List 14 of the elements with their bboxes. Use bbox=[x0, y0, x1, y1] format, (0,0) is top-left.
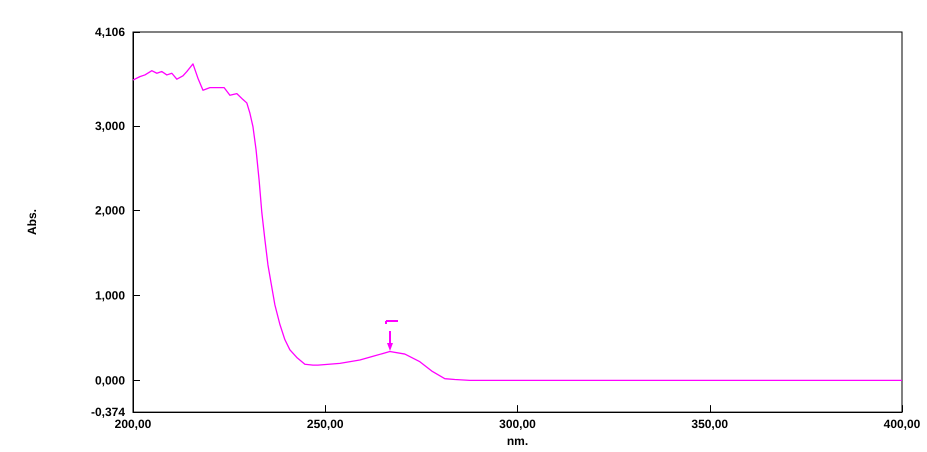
x-tick-label: 300,00 bbox=[499, 417, 536, 432]
x-tick-label: 200,00 bbox=[114, 417, 152, 432]
y-axis-title: Abs. bbox=[25, 209, 39, 236]
y-tick-label: 0,000 bbox=[94, 373, 126, 388]
x-axis-title: nm. bbox=[506, 434, 528, 448]
x-tick-label: 350,00 bbox=[691, 417, 728, 432]
line-series bbox=[132, 63, 903, 382]
y-tick-label: 4,106 bbox=[94, 25, 126, 39]
x-tick-label: 400,00 bbox=[884, 417, 921, 432]
y-tick-label: 2,000 bbox=[94, 204, 126, 218]
y-tick-label: 3,000 bbox=[94, 118, 126, 133]
x-tick-label: 250,00 bbox=[306, 417, 344, 432]
y-tick-label: 1,000 bbox=[94, 288, 126, 303]
y-tick-label: -0,374 bbox=[90, 405, 126, 420]
